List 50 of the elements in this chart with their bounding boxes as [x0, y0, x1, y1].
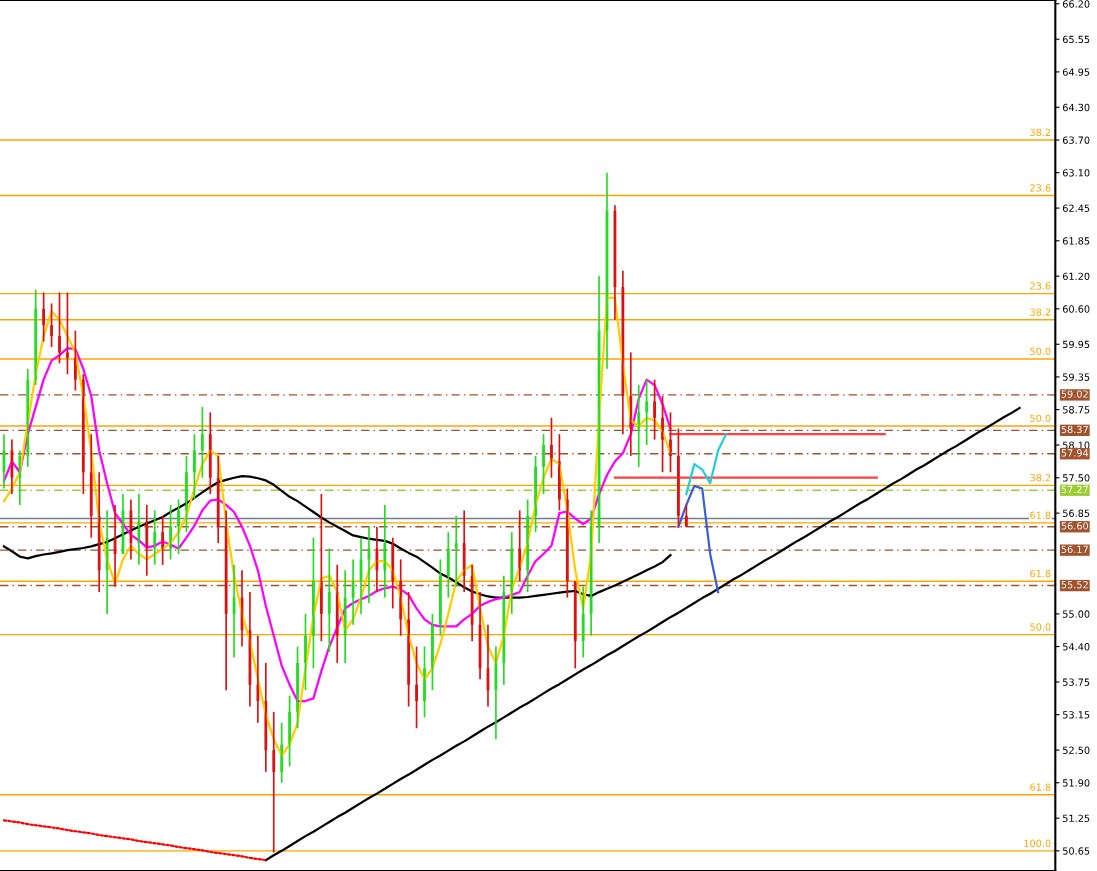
annotation: 23.6	[1030, 184, 1051, 192]
annotation: 38.2	[1030, 474, 1051, 482]
y-tick-label: 54.40	[1063, 643, 1090, 651]
line-series	[2, 296, 672, 757]
y-tick-label: 51.25	[1063, 814, 1090, 822]
y-tick-label: 58.75	[1063, 406, 1090, 414]
y-tick-label: 62.45	[1062, 204, 1090, 212]
line-series	[264, 406, 1021, 862]
annotation: 50.0	[1030, 414, 1051, 422]
y-tick-label: 56.85	[1063, 509, 1090, 517]
y-tick-label: 58.10	[1063, 441, 1090, 449]
annotation: 38.2	[1030, 128, 1051, 137]
ref-line-label: 56.60	[1061, 522, 1089, 530]
ref-line-label: 58.37	[1061, 425, 1088, 434]
y-tick-label: 57.50	[1063, 474, 1090, 482]
ref-line-label: 56.17	[1061, 545, 1088, 553]
annotation: 23.6	[1030, 282, 1051, 290]
y-tick-label: 64.30	[1062, 103, 1090, 112]
line-series	[677, 484, 720, 594]
y-tick-label: 51.90	[1063, 779, 1090, 787]
annotation: 61.8	[1030, 569, 1051, 578]
annotation: 61.8	[1030, 511, 1051, 519]
line-series	[2, 474, 672, 599]
y-tick-label: 59.35	[1063, 373, 1090, 381]
annotation: 50.0	[1030, 623, 1051, 631]
ref-line-label: 55.52	[1061, 581, 1088, 589]
y-tick-label: 59.95	[1063, 340, 1090, 349]
y-tick-label: 65.55	[1062, 35, 1090, 44]
y-tick-label: 52.50	[1063, 746, 1090, 754]
y-tick-label: 61.85	[1062, 237, 1090, 245]
annotation: 100.0	[1024, 839, 1051, 847]
y-tick-label: 53.75	[1063, 678, 1090, 686]
line-series	[2, 346, 672, 703]
annotation: 38.2	[1030, 308, 1051, 316]
y-tick-label: 63.10	[1062, 169, 1090, 177]
y-tick-label: 63.70	[1062, 136, 1090, 144]
annotation: 50.0	[1030, 347, 1051, 355]
annotation: 61.8	[1030, 783, 1051, 791]
y-tick-label: 60.60	[1062, 305, 1090, 313]
y-tick-label: 61.20	[1062, 272, 1090, 280]
y-tick-label: 50.65	[1063, 847, 1090, 855]
ref-line-label: 57.94	[1061, 449, 1089, 457]
ref-line-label: 59.02	[1061, 390, 1088, 398]
line-series	[685, 433, 728, 496]
line-series	[2, 819, 267, 862]
ref-line-label: 57.27	[1061, 485, 1088, 494]
y-tick-label: 64.95	[1062, 68, 1090, 76]
y-tick-label: 53.15	[1063, 711, 1090, 719]
y-tick-label: 66.20	[1062, 0, 1090, 8]
y-tick-label: 55.00	[1063, 610, 1090, 618]
